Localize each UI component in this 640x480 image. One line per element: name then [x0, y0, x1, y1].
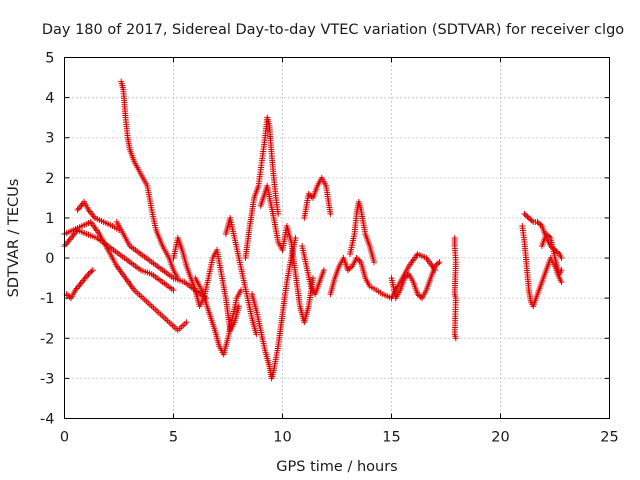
- data-point: [528, 217, 535, 224]
- x-axis-label: GPS time / hours: [276, 459, 397, 475]
- data-point: [536, 220, 543, 227]
- x-tick-label: 15: [382, 430, 400, 446]
- ticks: [64, 57, 610, 419]
- data-point: [305, 190, 312, 197]
- data-point: [414, 291, 421, 298]
- data-series: [347, 198, 378, 266]
- data-point: [353, 255, 360, 262]
- data-point: [86, 269, 93, 276]
- y-tick-label: 5: [45, 51, 54, 67]
- y-tick-label: 4: [45, 91, 54, 107]
- data-point: [170, 287, 177, 294]
- data-point: [554, 249, 561, 256]
- data-series: [257, 182, 317, 326]
- y-tick-label: -3: [40, 371, 54, 387]
- plot-frame: [64, 57, 610, 419]
- data-point: [558, 255, 565, 262]
- data-point: [307, 192, 314, 199]
- y-tick-label: 3: [45, 131, 54, 147]
- data-series: [327, 251, 439, 302]
- y-tick-label: 2: [45, 171, 54, 187]
- data-point: [403, 273, 410, 280]
- x-tick-label: 5: [169, 430, 178, 446]
- data-point: [355, 256, 362, 263]
- data-point: [310, 275, 317, 282]
- data-point: [253, 331, 260, 338]
- x-tick-label: 20: [491, 430, 509, 446]
- data-point: [292, 235, 299, 241]
- data-point: [537, 221, 544, 228]
- data-point: [65, 292, 72, 299]
- data-point: [401, 275, 408, 282]
- x-tick-labels: 0 5 10 15 20 25: [60, 430, 619, 446]
- data-series: [63, 267, 96, 302]
- x-tick-label: 25: [600, 430, 618, 446]
- data-point: [433, 261, 440, 268]
- data-point: [432, 263, 439, 270]
- data-series: [519, 222, 565, 310]
- data-point: [436, 259, 443, 266]
- data-point: [544, 232, 551, 239]
- data-point: [558, 279, 565, 286]
- data-point: [320, 267, 327, 274]
- data-point: [416, 292, 423, 299]
- y-axis-label: SDTVAR / TECUs: [6, 179, 22, 298]
- x-tick-label: 0: [60, 430, 69, 446]
- y-tick-label: -4: [40, 412, 54, 428]
- data-point: [534, 218, 541, 225]
- data-point: [452, 335, 459, 342]
- data-points: [61, 78, 565, 382]
- data-series: [222, 214, 260, 338]
- y-tick-label: -1: [40, 291, 54, 307]
- data-point: [525, 214, 532, 221]
- data-point: [238, 287, 245, 294]
- data-point: [371, 259, 378, 266]
- data-point: [327, 210, 334, 217]
- data-point: [417, 293, 424, 300]
- data-series: [192, 275, 245, 358]
- y-tick-label: -2: [40, 331, 54, 347]
- data-series: [451, 235, 459, 342]
- chart-title: Day 180 of 2017, Sidereal Day-to-day VTE…: [42, 22, 624, 38]
- data-point: [85, 271, 92, 278]
- y-tick-label: 1: [45, 211, 54, 227]
- data-point: [344, 267, 351, 274]
- data-series: [299, 243, 327, 298]
- data-point: [521, 210, 528, 217]
- x-tick-label: 10: [273, 430, 291, 446]
- data-point: [66, 293, 73, 300]
- data-point: [275, 210, 282, 217]
- data-series: [248, 235, 299, 382]
- data-point: [558, 267, 565, 274]
- data-point: [522, 212, 529, 219]
- y-tick-label: 0: [45, 251, 54, 267]
- data-point: [235, 303, 242, 310]
- data-series: [118, 78, 181, 282]
- data-point: [347, 264, 354, 271]
- y-tick-labels: -4 -3 -2 -1 0 1 2 3 4 5: [40, 51, 54, 428]
- data-point: [435, 260, 442, 267]
- data-point: [404, 272, 411, 279]
- data-point: [183, 319, 190, 326]
- data-series: [242, 114, 282, 262]
- data-point: [543, 230, 550, 237]
- data-point: [527, 216, 534, 223]
- data-point: [89, 267, 96, 274]
- data-series: [61, 226, 177, 294]
- data-series: [388, 259, 443, 302]
- data-series: [538, 230, 565, 278]
- data-point: [346, 265, 353, 272]
- data-point: [88, 268, 95, 275]
- data-point: [524, 213, 531, 220]
- grid: [64, 57, 610, 419]
- data-series: [74, 198, 122, 233]
- data-series: [61, 218, 190, 334]
- data-point: [356, 257, 363, 264]
- data-series: [301, 174, 334, 221]
- data-point: [546, 233, 553, 240]
